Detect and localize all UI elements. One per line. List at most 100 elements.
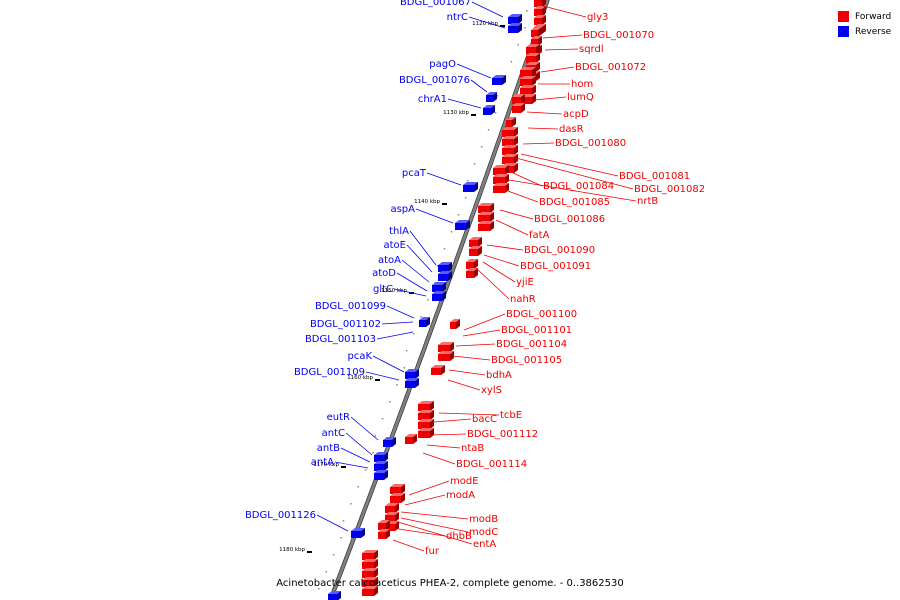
gene-label-modb[interactable]: modB <box>469 514 498 525</box>
gene-label-bdha[interactable]: bdhA <box>486 370 512 381</box>
gene-label-bdgl-001081[interactable]: BDGL_001081 <box>619 171 690 182</box>
gene-block <box>378 529 390 539</box>
gene-label-atod[interactable]: atoD <box>372 268 396 279</box>
gene-label-gltc[interactable]: gltC <box>373 284 393 295</box>
position-dot <box>517 44 519 46</box>
gene-label-antb[interactable]: antB <box>317 443 340 454</box>
gene-label-bdgl-001101[interactable]: BDGL_001101 <box>501 325 572 336</box>
position-dot <box>381 418 384 420</box>
gene-label-enta[interactable]: entA <box>473 539 496 550</box>
position-dot <box>325 571 327 573</box>
leader-line <box>456 63 492 79</box>
gene-label-bacc[interactable]: bacC <box>472 414 497 425</box>
gene-label-ntrc[interactable]: ntrC <box>447 12 468 23</box>
gene-block <box>362 568 378 578</box>
gene-label-aspa[interactable]: aspA <box>390 204 415 215</box>
gene-label-thla[interactable]: thlA <box>389 226 409 237</box>
leader-line <box>522 142 555 145</box>
gene-label-bdgl-001076[interactable]: BDGL_001076 <box>399 75 470 86</box>
leader-line <box>512 172 543 187</box>
gene-block <box>362 550 378 560</box>
gene-label-atoe[interactable]: atoE <box>384 240 407 251</box>
leader-line <box>542 34 583 39</box>
position-dot <box>412 333 415 335</box>
gene-block <box>418 401 434 411</box>
gene-label-bdgl-001072[interactable]: BDGL_001072 <box>575 62 646 73</box>
gene-label-bdgl-001099[interactable]: BDGL_001099 <box>315 301 386 312</box>
gene-label-anta[interactable]: antA <box>311 457 334 468</box>
position-dot <box>317 588 320 590</box>
tick-mark <box>341 466 346 468</box>
gene-label-pcat[interactable]: pcaT <box>402 168 427 179</box>
tick-mark <box>500 25 505 27</box>
gene-label-antc[interactable]: antC <box>322 428 345 439</box>
gene-label-ntab[interactable]: ntaB <box>461 443 484 454</box>
gene-label-sqrdl[interactable]: sqrdl <box>579 44 604 55</box>
legend-forward-swatch <box>838 11 849 22</box>
gene-block <box>508 23 522 33</box>
leader-line <box>381 321 414 325</box>
gene-label-modc[interactable]: modC <box>469 527 498 538</box>
gene-label-bdgl-001109[interactable]: BDGL_001109 <box>294 367 365 378</box>
gene-label-bdgl-001104[interactable]: BDGL_001104 <box>496 339 567 350</box>
gene-label-bdgl-001070[interactable]: BDGL_001070 <box>583 30 654 41</box>
genome-caption: Acinetobacter calcoaceticus PHEA-2, comp… <box>276 578 624 589</box>
gene-block <box>478 212 494 222</box>
gene-label-pago[interactable]: pagO <box>429 59 456 70</box>
gene-label-bdgl-001090[interactable]: BDGL_001090 <box>524 245 595 256</box>
gene-label-bdgl-001086[interactable]: BDGL_001086 <box>534 214 605 225</box>
gene-block <box>508 14 522 24</box>
gene-label-moda[interactable]: modA <box>446 490 475 501</box>
gene-label-nrtb[interactable]: nrtB <box>637 196 658 207</box>
gene-label-bdgl-001082[interactable]: BDGL_001082 <box>634 184 705 195</box>
gene-block <box>351 528 365 538</box>
gene-block <box>431 365 445 375</box>
gene-label-eutr[interactable]: eutR <box>327 412 350 423</box>
gene-label-bdgl-001085[interactable]: BDGL_001085 <box>539 197 610 208</box>
gene-block <box>534 6 546 16</box>
tick-mark <box>375 379 380 381</box>
gene-label-bdgl-001105[interactable]: BDGL_001105 <box>491 355 562 366</box>
leader-line <box>463 313 506 331</box>
gene-label-yjie[interactable]: yjiE <box>516 277 534 288</box>
gene-label-xyls[interactable]: xylS <box>481 385 502 396</box>
leader-line <box>452 355 491 361</box>
leader-line <box>483 254 520 267</box>
gene-label-pcak[interactable]: pcaK <box>347 351 372 362</box>
gene-label-acpd[interactable]: acpD <box>563 109 589 120</box>
gene-block <box>493 183 509 193</box>
gene-label-bdgl-001091[interactable]: BDGL_001091 <box>520 261 591 272</box>
gene-label-fata[interactable]: fatA <box>529 230 550 241</box>
gene-label-gly3[interactable]: gly3 <box>587 12 608 23</box>
leader-line <box>401 259 430 283</box>
leader-line <box>396 272 428 292</box>
gene-label-chra1[interactable]: chrA1 <box>418 94 447 105</box>
gene-label-bdgl-001112[interactable]: BDGL_001112 <box>467 429 538 440</box>
gene-block <box>390 493 405 503</box>
legend-forward-label: Forward <box>855 11 892 22</box>
gene-label-fur[interactable]: fur <box>425 546 440 557</box>
gene-label-bdgl-001102[interactable]: BDGL_001102 <box>310 319 381 330</box>
gene-label-dasr[interactable]: dasR <box>559 124 584 135</box>
gene-block <box>432 291 446 301</box>
gene-label-bdgl-001114[interactable]: BDGL_001114 <box>456 459 527 470</box>
gene-label-nahr[interactable]: nahR <box>510 294 536 305</box>
gene-label-tcbe[interactable]: tcbE <box>500 410 522 421</box>
leader-line <box>468 16 506 29</box>
gene-label-bdgl-001103[interactable]: BDGL_001103 <box>305 334 376 345</box>
gene-label-bdgl-001084[interactable]: BDGL_001084 <box>543 181 614 192</box>
leader-line <box>438 412 500 416</box>
gene-block <box>438 262 452 272</box>
gene-label-hom[interactable]: hom <box>571 79 593 90</box>
gene-label-bdgl-001126[interactable]: BDGL_001126 <box>245 510 316 521</box>
gene-label-lumq[interactable]: lumQ <box>567 92 594 103</box>
gene-label-mode[interactable]: modE <box>450 476 479 487</box>
gene-label-atoa[interactable]: atoA <box>378 255 401 266</box>
gene-block <box>534 0 546 7</box>
gene-label-bdgl-001067[interactable]: BDGL_001067 <box>400 0 471 8</box>
gene-label-bdgl-001100[interactable]: BDGL_001100 <box>506 309 577 320</box>
gene-label-bdgl-001080[interactable]: BDGL_001080 <box>555 138 626 149</box>
tick-label: 1180 kbp <box>279 547 305 553</box>
gene-block <box>520 76 536 86</box>
gene-label-dhbb[interactable]: dhbB <box>446 531 472 542</box>
